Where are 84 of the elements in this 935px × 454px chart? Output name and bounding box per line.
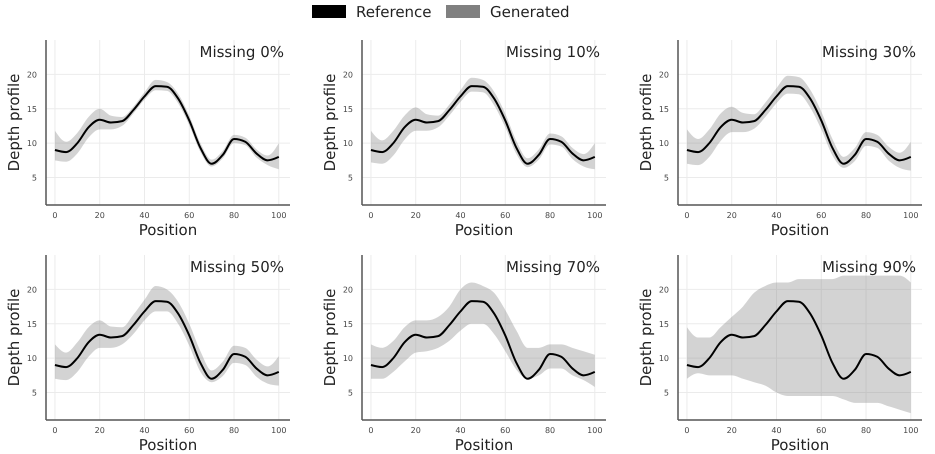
x-tick-label: 60 [500,211,510,220]
x-tick-label: 20 [94,211,105,220]
x-tick-label: 20 [410,426,421,435]
y-tick-label: 5 [348,174,353,182]
chart-title: Missing 0% [200,43,284,61]
y-tick-label: 20 [342,70,353,80]
y-tick-label: 15 [342,104,353,114]
y-tick-label: 10 [658,354,669,364]
x-tick-label: 0 [684,426,690,435]
line-series [54,300,280,380]
x-tick-label: 40 [771,426,782,435]
y-tick-label: 15 [342,320,353,329]
y-axis-title: Depth profile [637,288,655,386]
y-tick-label: 5 [664,388,669,398]
x-tick-label: 40 [139,211,150,220]
x-axis-title: Position [138,436,198,454]
y-axis-title: Depth profile [321,74,339,172]
chart-title: Missing 10% [506,43,600,61]
x-tick-label: 20 [726,211,737,220]
y-tick-label: 20 [342,285,353,294]
x-tick-label: 100 [903,426,918,435]
x-axis-title: Position [454,436,514,454]
line-series [370,300,596,380]
x-tick-label: 100 [271,211,286,220]
x-tick-label: 40 [771,211,782,220]
x-tick-label: 60 [816,211,826,220]
y-tick-label: 5 [348,388,353,398]
y-axis-title: Depth profile [5,288,23,386]
y-tick-label: 20 [26,70,37,80]
x-tick-label: 0 [368,426,374,435]
x-tick-label: 0 [368,211,374,220]
y-tick-label: 10 [26,139,37,148]
y-tick-label: 10 [26,354,37,364]
y-axis-title: Depth profile [321,288,339,386]
x-tick-label: 0 [52,426,58,435]
chart-title: Missing 50% [190,258,284,276]
x-tick-label: 40 [139,426,150,435]
y-tick-label: 20 [658,285,669,294]
x-tick-label: 20 [410,211,421,220]
y-tick-label: 20 [26,285,37,294]
y-tick-label: 15 [658,320,669,329]
y-axis-title: Depth profile [5,74,23,172]
y-tick-label: 10 [658,139,669,148]
x-axis-title: Position [770,436,830,454]
line-series [686,300,912,380]
x-tick-label: 80 [228,211,240,220]
y-tick-label: 5 [32,174,37,182]
x-tick-label: 100 [587,426,602,435]
x-tick-label: 20 [94,426,105,435]
y-tick-label: 15 [658,104,669,114]
x-tick-label: 80 [860,211,872,220]
x-tick-label: 100 [271,426,286,435]
x-tick-label: 0 [684,211,690,220]
legend-label: Reference [356,3,432,21]
x-tick-label: 100 [587,211,602,220]
line-series [686,85,912,165]
x-tick-label: 20 [726,426,737,435]
x-tick-label: 80 [860,426,872,435]
x-tick-label: 80 [544,426,556,435]
x-tick-label: 60 [184,211,194,220]
chart-title: Missing 90% [822,258,916,276]
x-axis-title: Position [454,221,514,239]
y-tick-label: 20 [658,70,669,80]
y-tick-label: 10 [342,139,353,148]
legend-label: Generated [490,3,570,21]
x-axis-title: Position [770,221,830,239]
y-tick-label: 15 [26,104,37,114]
x-tick-label: 100 [903,211,918,220]
x-tick-label: 60 [816,426,826,435]
x-axis-title: Position [138,221,198,239]
x-tick-label: 40 [455,211,466,220]
x-tick-label: 80 [544,211,556,220]
x-tick-label: 60 [184,426,194,435]
y-tick-label: 5 [664,174,669,182]
chart-title: Missing 70% [506,258,600,276]
chart-title: Missing 30% [822,43,916,61]
x-tick-label: 40 [455,426,466,435]
y-tick-label: 5 [32,388,37,398]
y-tick-label: 10 [342,354,353,364]
x-tick-label: 80 [228,426,240,435]
y-axis-title: Depth profile [637,74,655,172]
x-tick-label: 0 [52,211,58,220]
x-tick-label: 60 [500,426,510,435]
y-tick-label: 15 [26,320,37,329]
